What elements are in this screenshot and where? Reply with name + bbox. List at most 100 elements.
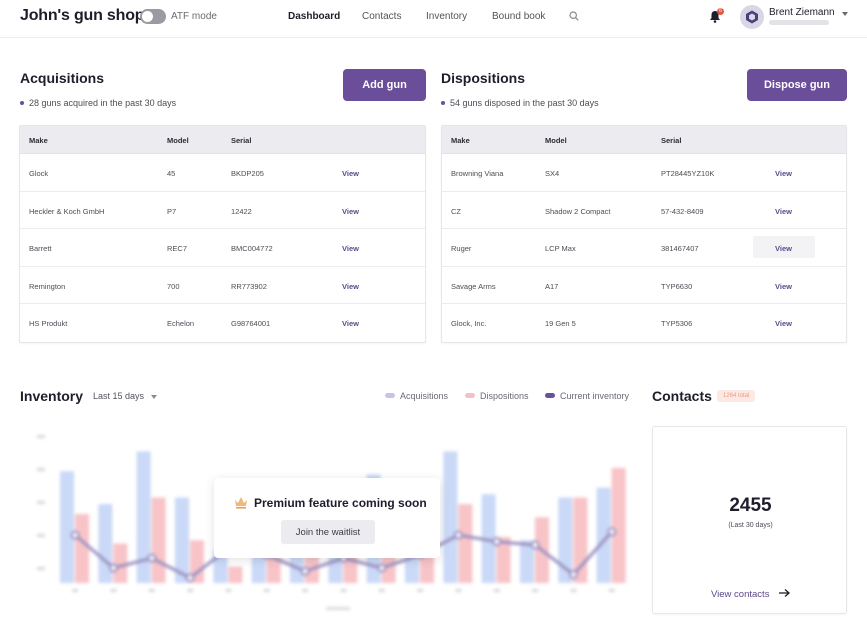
bullet-dot — [20, 100, 24, 105]
view-link[interactable]: View — [342, 281, 359, 291]
cell-make: Browning Viana — [451, 169, 504, 178]
column-header-make[interactable]: Make — [29, 136, 48, 145]
cell-model: 19 Gen 5 — [545, 319, 576, 329]
current-inventory-point — [109, 563, 118, 573]
user-subtitle-placeholder — [769, 20, 829, 25]
add-gun-button[interactable]: Add gun — [343, 69, 426, 101]
dispositions-bar — [75, 513, 89, 583]
legend-label: Acquisitions — [400, 391, 449, 401]
join-waitlist-button[interactable]: Join the waitlist — [281, 520, 375, 544]
view-link[interactable]: View — [775, 169, 792, 178]
dispositions-subtitle-text: 54 guns disposed in the past 30 days — [450, 98, 599, 108]
dispositions-bar — [420, 550, 434, 583]
dispositions-bar — [190, 540, 204, 583]
cell-model: P7 — [167, 206, 177, 216]
table-row: Glock 45 BKDP205 View — [20, 154, 425, 192]
current-inventory-point — [569, 570, 578, 580]
current-inventory-point — [492, 537, 502, 547]
cell-serial: 57-432-8409 — [661, 206, 704, 216]
cell-make: Remington — [29, 281, 66, 291]
table-row: Heckler & Koch GmbH P7 12422 View — [20, 192, 425, 230]
column-header-serial[interactable]: Serial — [661, 136, 682, 145]
column-header-serial[interactable]: Serial — [231, 136, 252, 145]
legend-label: Current inventory — [560, 391, 630, 401]
search-icon[interactable] — [569, 11, 579, 21]
cell-model: LCP Max — [545, 244, 576, 254]
view-link[interactable]: View — [342, 319, 359, 329]
view-link[interactable]: View — [775, 281, 792, 291]
cell-make: Savage Arms — [451, 281, 496, 291]
table-row: Browning Viana SX4 PT28445YZ10K View — [442, 154, 846, 192]
dispositions-bar — [151, 497, 166, 583]
column-header-model[interactable]: Model — [545, 136, 567, 145]
acquisitions-bar — [98, 504, 113, 583]
acquisitions-bar — [596, 487, 611, 583]
dispositions-subtitle: 54 guns disposed in the past 30 days — [441, 98, 599, 108]
y-tick-label — [37, 501, 45, 504]
premium-popup: Premium feature coming soon Join the wai… — [214, 478, 440, 558]
view-link[interactable]: View — [775, 244, 792, 254]
x-tick-label — [455, 589, 462, 592]
table-row: Glock, Inc. 19 Gen 5 TYP5306 View — [442, 304, 846, 342]
nav-contacts[interactable]: Contacts — [362, 11, 402, 22]
bullet-dot — [441, 100, 445, 105]
arrow-right-icon[interactable] — [778, 588, 791, 598]
contacts-period: (Last 30 days) — [728, 522, 773, 529]
cell-serial: BKDP205 — [231, 169, 264, 178]
y-tick-label — [37, 567, 45, 570]
column-header-make[interactable]: Make — [451, 136, 470, 145]
contacts-total-badge: 1264 total — [717, 390, 756, 402]
x-axis-label — [326, 607, 350, 610]
cell-make: Barrett — [29, 244, 52, 254]
x-tick-label — [302, 589, 309, 592]
cell-serial: G98764001 — [231, 319, 271, 329]
current-inventory-point — [185, 573, 195, 583]
nav-bound-book[interactable]: Bound book — [492, 11, 546, 22]
dispose-gun-button[interactable]: Dispose gun — [747, 69, 847, 101]
view-link[interactable]: View — [342, 206, 359, 216]
cell-make: Heckler & Koch GmbH — [29, 206, 105, 216]
cell-model: 700 — [167, 281, 180, 291]
table-header: Make Model Serial — [20, 126, 425, 154]
acquisitions-bar — [136, 451, 151, 583]
toggle-knob — [142, 11, 153, 22]
view-contacts-link[interactable]: View contacts — [711, 589, 770, 600]
acquisitions-bar — [558, 497, 573, 583]
x-tick-label — [378, 589, 385, 592]
cell-make: Ruger — [451, 244, 472, 254]
inventory-title: Inventory — [20, 388, 84, 404]
cell-serial: TYP5306 — [661, 319, 693, 329]
avatar[interactable] — [740, 5, 764, 29]
current-inventory-point — [300, 566, 310, 576]
cell-make: Glock — [29, 169, 49, 178]
x-tick-label — [417, 589, 424, 592]
nav-dashboard[interactable]: Dashboard — [288, 11, 341, 22]
acquisitions-table: Make Model Serial Glock 45 BKDP205 View … — [19, 125, 426, 343]
app-title: John's gun shop — [20, 7, 145, 24]
x-tick-label — [532, 589, 539, 592]
acquisitions-subtitle: 28 guns acquired in the past 30 days — [20, 98, 176, 108]
cell-model: Echelon — [167, 319, 195, 329]
y-tick-label — [37, 435, 45, 438]
legend-swatch — [465, 393, 475, 399]
x-tick-label — [340, 589, 347, 592]
view-link[interactable]: View — [342, 244, 359, 254]
chevron-down-icon[interactable] — [842, 12, 848, 16]
crown-icon — [235, 497, 247, 509]
current-inventory-point — [377, 563, 387, 573]
chevron-down-icon[interactable] — [151, 395, 157, 399]
view-link[interactable]: View — [342, 169, 359, 178]
nav-inventory[interactable]: Inventory — [426, 11, 468, 22]
x-tick-label — [110, 589, 117, 592]
column-header-model[interactable]: Model — [167, 136, 189, 145]
table-row: HS Produkt Echelon G98764001 View — [20, 304, 425, 342]
cell-make: HS Produkt — [29, 319, 68, 329]
legend-swatch — [545, 393, 555, 399]
view-link[interactable]: View — [775, 206, 792, 216]
x-tick-label — [72, 589, 79, 592]
atf-mode-toggle[interactable] — [140, 9, 166, 24]
dispositions-title: Dispositions — [441, 70, 526, 86]
view-link[interactable]: View — [775, 319, 792, 329]
date-range-select[interactable]: Last 15 days — [93, 391, 145, 401]
dispositions-bar — [113, 543, 128, 583]
